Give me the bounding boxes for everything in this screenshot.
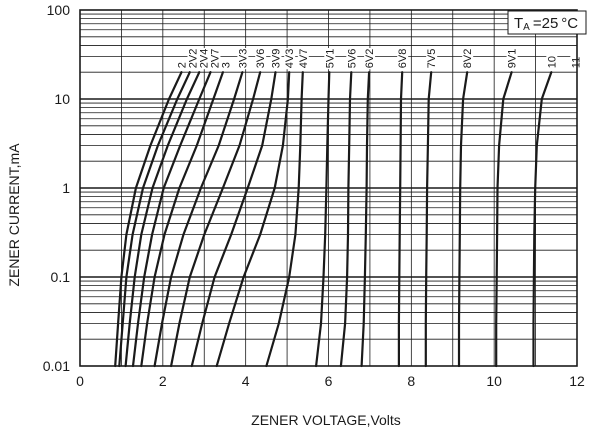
series-label-bg <box>187 47 199 70</box>
series-label-group: 6V8 <box>397 47 409 70</box>
series-label-bg <box>506 47 518 70</box>
y-tick-label: 1 <box>62 180 70 196</box>
series-label-group: 3V3 <box>237 47 249 70</box>
series-label-4v3: 4V3 <box>284 49 296 69</box>
series-label-10: 10 <box>546 56 558 68</box>
series-label-6v2: 6V2 <box>364 49 376 69</box>
series-label-group: 5V6 <box>346 47 358 70</box>
series-curve-6v8 <box>397 71 404 368</box>
series-label-7v5: 7V5 <box>426 49 438 69</box>
series-curve-4v7 <box>265 71 304 368</box>
grid <box>80 10 577 366</box>
series-label-group: 2 <box>176 60 189 70</box>
x-tick-label: 2 <box>159 373 167 389</box>
curves <box>114 71 553 368</box>
x-tick-label: 8 <box>407 373 415 389</box>
series-label-bg <box>426 47 438 70</box>
annotation-text: TA =25 °C <box>514 15 578 33</box>
series-label-2: 2 <box>177 62 189 68</box>
series-label-group: 10 <box>546 54 558 70</box>
series-label-bg <box>546 54 558 70</box>
series-label-bg <box>270 47 282 70</box>
x-tick-label: 12 <box>569 373 585 389</box>
curve-labels: 2 2V2 2V4 2V7 3 3V3 3V6 3V9 4V3 4V7 5V1 5V6 6V2 6V8 7V… <box>176 47 582 70</box>
y-tick-label: 10 <box>54 91 70 107</box>
series-label-bg <box>462 47 474 70</box>
series-curve-5v6 <box>339 71 353 368</box>
series-curve-6v2 <box>360 71 371 368</box>
series-label-5v6: 5V6 <box>346 49 358 69</box>
series-label-bg <box>324 47 336 70</box>
series-label-group: 2V2 <box>187 47 200 70</box>
series-label-bg <box>198 47 210 70</box>
series-label-5v1: 5V1 <box>324 49 336 69</box>
x-tick-label: 0 <box>76 373 84 389</box>
series-label-bg <box>364 47 376 70</box>
series-label-bg <box>176 60 188 70</box>
series-label-group: 9V1 <box>506 47 519 70</box>
series-label-bg <box>297 47 309 70</box>
series-label-3v9: 3V9 <box>271 49 283 69</box>
series-label-group: 3V9 <box>270 47 283 70</box>
series-curve-2v7 <box>131 71 212 368</box>
temperature-annotation: TA =25 °C <box>507 10 587 35</box>
y-tick-label: 100 <box>47 2 71 18</box>
series-label-group: 7V5 <box>426 47 438 70</box>
series-label-bg <box>209 47 221 70</box>
series-curve-2v2 <box>118 71 191 368</box>
series-curve-5v1 <box>315 71 331 368</box>
plot-frame <box>79 9 578 367</box>
x-tick-label: 4 <box>242 373 250 389</box>
series-label-bg <box>237 47 249 70</box>
x-tick-label: 10 <box>486 373 502 389</box>
series-label-bg <box>255 47 267 70</box>
y-axis-title: ZENER CURRENT,mA <box>6 143 22 287</box>
series-curve-2 <box>114 71 183 368</box>
series-label-group: 3 <box>220 60 233 70</box>
series-curve-3 <box>140 71 224 368</box>
series-label-4v7: 4V7 <box>298 49 310 69</box>
series-curve-7v5 <box>424 71 433 368</box>
y-tick-label: 0.1 <box>51 269 71 285</box>
series-label-8v2: 8V2 <box>462 49 474 69</box>
series-label-3: 3 <box>221 62 233 68</box>
series-label-group: 2V7 <box>209 47 222 70</box>
axes: 0 2 4 6 8 10 12 0.01 0.1 1 10 100 <box>43 2 585 389</box>
series-curve-3v3 <box>153 71 244 368</box>
series-curve-8v2 <box>457 71 469 368</box>
x-axis-title: ZENER VOLTAGE,Volts <box>251 412 401 428</box>
series-label-group: 4V3 <box>284 47 296 70</box>
series-label-9v1: 9V1 <box>507 49 519 69</box>
annotation-box <box>507 10 587 35</box>
series-label-group: 4V7 <box>297 47 310 70</box>
series-curve-2v4 <box>124 71 201 368</box>
series-label-3v6: 3V6 <box>255 49 267 69</box>
series-label-group: 6V2 <box>364 47 376 70</box>
series-label-2v4: 2V4 <box>199 49 211 69</box>
series-curve-4v3 <box>215 71 291 368</box>
series-label-6v8: 6V8 <box>397 49 409 69</box>
series-label-bg <box>570 54 582 70</box>
series-curve-10 <box>532 71 553 368</box>
series-label-bg <box>397 47 409 70</box>
series-label-3v3: 3V3 <box>237 49 249 69</box>
series-label-2v7: 2V7 <box>210 49 222 69</box>
series-label-bg <box>220 60 232 70</box>
series-label-group: 8V2 <box>462 47 474 70</box>
series-curve-3v6 <box>170 71 262 368</box>
series-label-group: 3V6 <box>255 47 267 70</box>
y-tick-label: 0.01 <box>43 358 70 374</box>
series-label-group: 2V4 <box>198 47 211 70</box>
x-tick-label: 6 <box>325 373 333 389</box>
series-label-bg <box>346 47 358 70</box>
series-label-2v2: 2V2 <box>188 49 200 69</box>
series-curve-9v1 <box>495 71 513 368</box>
series-label-bg <box>284 47 296 70</box>
series-curve-3v9 <box>190 71 277 368</box>
series-label-group: 5V1 <box>324 47 336 70</box>
